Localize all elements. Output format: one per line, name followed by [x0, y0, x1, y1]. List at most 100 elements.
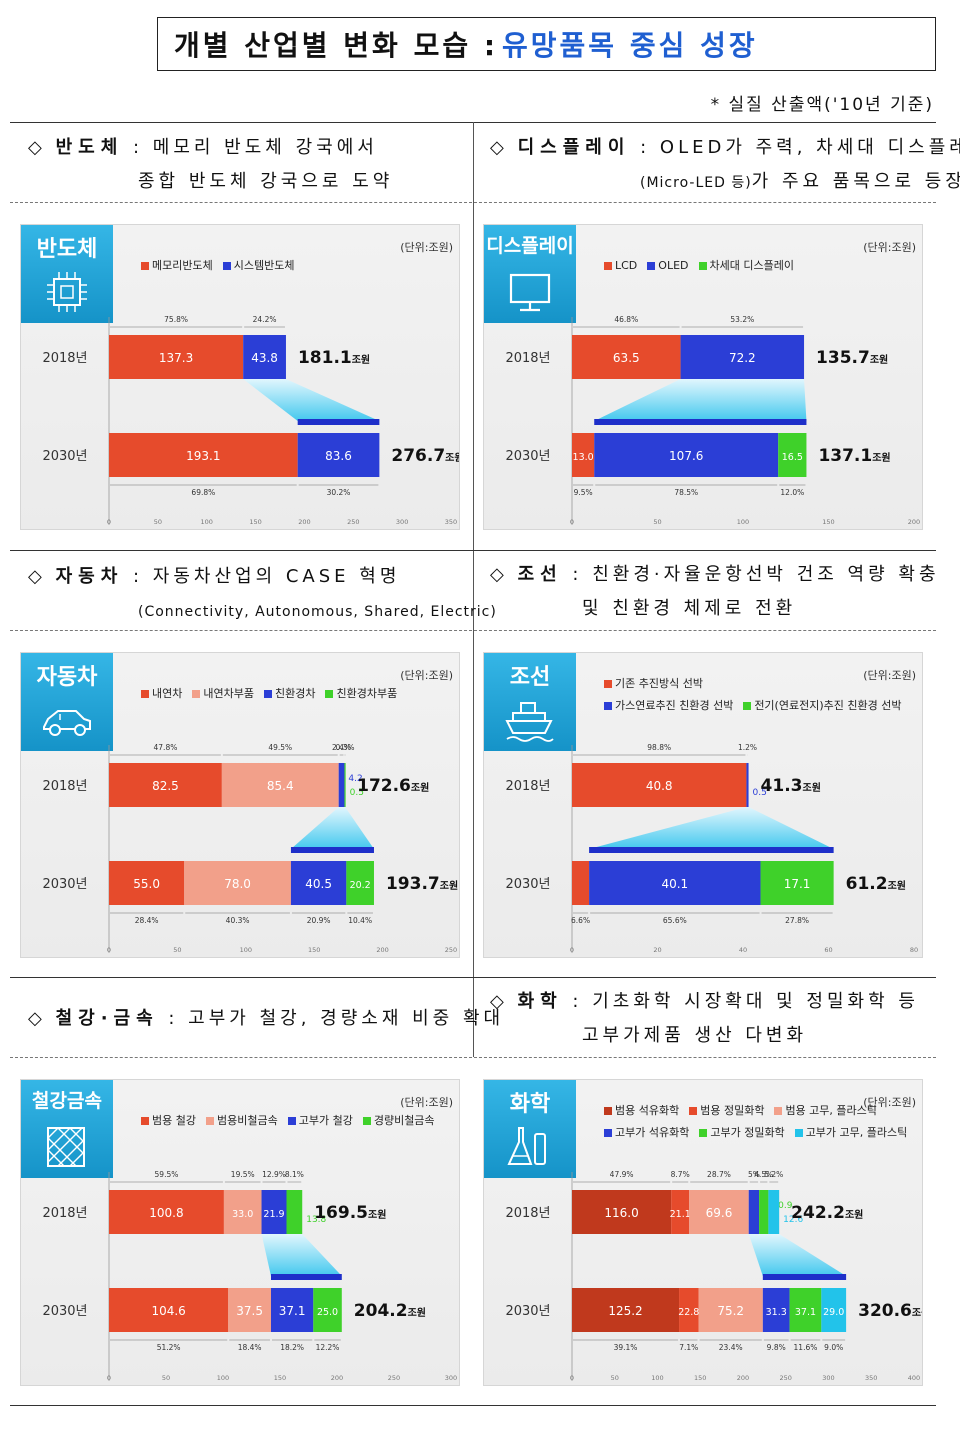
bar-segment [297, 433, 380, 477]
legend-swatch [698, 262, 707, 270]
percent-label: 7.1% [679, 1343, 698, 1352]
section-line2: 및 친환경 체제로 전환 [582, 598, 797, 619]
badge-label: 조선 [509, 665, 551, 690]
divider [10, 202, 936, 203]
legend-swatch [604, 702, 612, 710]
section-name: 철강·금속 [55, 1008, 159, 1029]
category-badge: 철강금속 [21, 1080, 113, 1178]
flask-icon [507, 1127, 546, 1165]
title-main: 개별 산업별 변화 모습 : [174, 29, 499, 62]
divider [10, 1057, 936, 1058]
tick-label: 0 [570, 1374, 574, 1382]
value-label: 85.4 [267, 779, 294, 793]
chart-panel-chemical: 화학 (단위:조원) 범용 석유화학 범용 정밀화학 범용 고무, 플라스틱 고부가 석유… [483, 1079, 923, 1386]
bar-segment [290, 861, 347, 905]
value-label: 17.1 [784, 877, 811, 891]
tick-label: 50 [162, 1374, 170, 1382]
percent-label: 12.0% [780, 488, 804, 497]
legend-label: 전기(연료전지)추진 친환경 선박 [754, 699, 902, 712]
funnel-bar [290, 847, 374, 853]
year-label: 2018년 [505, 1206, 550, 1221]
legend-item: 가스연료추진 친환경 선박 [604, 695, 733, 717]
bar-segment [679, 1288, 699, 1332]
percent-label: 46.8% [614, 315, 638, 324]
legend-swatch [263, 690, 272, 698]
value-label: 37.1 [795, 1307, 816, 1318]
bar-segment [109, 1288, 229, 1332]
tick-label: 250 [347, 518, 359, 526]
section-line2-small: (Micro-LED 등) [640, 175, 752, 191]
unit-label: (단위:조원) [863, 241, 916, 254]
legend-item: 내연차 [141, 683, 182, 705]
value-label: 31.3 [766, 1307, 787, 1318]
legend-swatch [362, 1117, 371, 1125]
bar-segment [689, 1190, 749, 1234]
legend-item: 전기(연료전지)추진 친환경 선박 [743, 695, 901, 717]
percent-label: 47.8% [154, 743, 178, 752]
bar-segment [109, 861, 185, 905]
legend-swatch [689, 1107, 698, 1115]
bar-segment [572, 1288, 680, 1332]
legend-swatch [604, 680, 612, 688]
legend: 범용 철강 범용비철금속 고부가 철강 경량비철금속 [141, 1110, 445, 1132]
legend-label: 시스템반도체 [233, 259, 295, 272]
value-label: 107.6 [669, 449, 703, 463]
value-label: 69.6 [706, 1206, 733, 1220]
value-label: 116.0 [604, 1206, 638, 1220]
legend-swatch [192, 690, 201, 698]
legend-item: 범용 철강 [141, 1110, 196, 1132]
year-label: 2018년 [42, 779, 87, 794]
year-label: 2030년 [505, 877, 550, 892]
tick-label: 100 [201, 518, 213, 526]
percent-label: 30.2% [327, 488, 351, 497]
percent-label: 18.2% [280, 1343, 304, 1352]
value-label: 37.1 [279, 1304, 306, 1318]
bar-segment [589, 861, 761, 905]
value-label: 25.0 [317, 1307, 338, 1318]
year-label: 2018년 [42, 1206, 87, 1221]
percent-label: 5% [748, 1170, 760, 1179]
percent-label: 23.4% [719, 1343, 743, 1352]
total-label: 135.7조원 [816, 348, 888, 368]
year-label: 2030년 [505, 1304, 550, 1319]
chart-panel-semiconductor: 반도체 (단위:조원) 메모리반도체 시스템반도체 0 50 100 150 200 250 300… [20, 224, 460, 530]
tick-label: 300 [445, 1374, 457, 1382]
funnel-bar [594, 419, 807, 425]
tick-label: 0 [570, 946, 574, 954]
total-label: 172.6조원 [357, 776, 429, 796]
legend-label: OLED [658, 259, 689, 272]
tick-label: 50 [611, 1374, 619, 1382]
funnel-bar [297, 419, 380, 425]
legend-swatch [141, 690, 149, 698]
tick-label: 350 [445, 518, 457, 526]
section-line1: 자동차산업의 CASE 혁명 [152, 566, 401, 587]
value-label: 37.5 [236, 1304, 263, 1318]
ship-icon [505, 702, 554, 742]
growth-funnel [243, 379, 380, 421]
percent-label: 19.5% [231, 1170, 255, 1179]
tick-label: 50 [653, 518, 661, 526]
section-line1: 기초화학 시장확대 및 정밀화학 등 [592, 991, 919, 1012]
percent-label: 27.8% [785, 916, 809, 925]
percent-label: 24.2% [253, 315, 277, 324]
total-label: 61.2조원 [846, 874, 906, 894]
bar-segment [748, 1190, 760, 1234]
legend-item: 범용비철금속 [205, 1110, 278, 1132]
total-label: 204.2조원 [354, 1301, 426, 1321]
bar-segment [746, 763, 749, 807]
bar-segment [821, 1288, 847, 1332]
monitor-icon [509, 273, 551, 312]
value-label: 137.3 [159, 351, 193, 365]
value-label: 125.2 [608, 1304, 642, 1318]
percent-label: 28.4% [135, 916, 159, 925]
bar-segment [109, 335, 244, 379]
value-label: 13.0 [573, 452, 594, 463]
total-label: 181.1조원 [298, 348, 370, 368]
legend-item: 고부가 철강 [287, 1110, 353, 1132]
percent-label: 9.5% [574, 488, 593, 497]
tick-label: 150 [694, 1374, 706, 1382]
bar-segment [221, 763, 339, 807]
value-label: 63.5 [613, 351, 640, 365]
legend-item: LCD [604, 255, 637, 277]
value-label: 40.5 [305, 877, 332, 891]
